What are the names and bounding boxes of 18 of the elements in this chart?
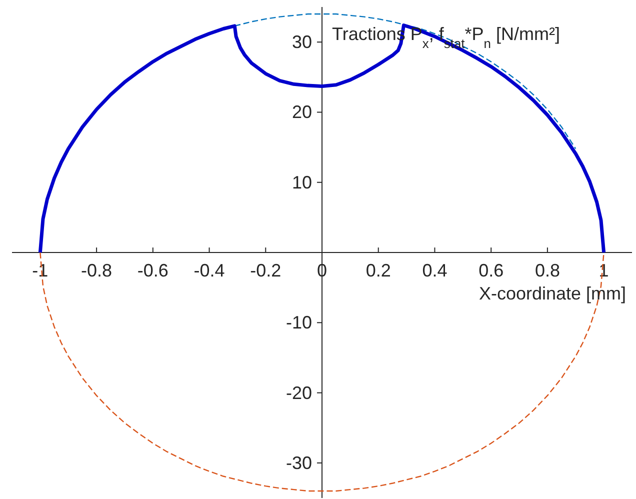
x-tick-label: 0.4	[422, 260, 448, 280]
x-tick-label: -0.8	[81, 260, 112, 280]
y-tick-label: -10	[286, 312, 312, 333]
y-tick-label: -30	[286, 452, 312, 473]
x-tick-label: 0.8	[534, 260, 560, 280]
y-tick-label: 30	[292, 32, 312, 52]
x-axis-title: X-coordinate [mm]	[478, 284, 626, 304]
x-tick-label: -0.4	[194, 260, 225, 280]
y-tick-label: 20	[292, 102, 312, 122]
x-tick-label: -1	[32, 260, 48, 280]
x-tick-label: 0.6	[478, 260, 504, 280]
line-series	[38, 23, 606, 254]
y-tick-label: -20	[286, 382, 312, 403]
x-tick-label: -0.6	[137, 260, 168, 280]
x-tick-label: -0.2	[250, 260, 282, 280]
y-tick-label: 10	[292, 172, 312, 192]
line-series	[234, 13, 576, 150]
x-tick-label: 0.2	[366, 260, 391, 280]
